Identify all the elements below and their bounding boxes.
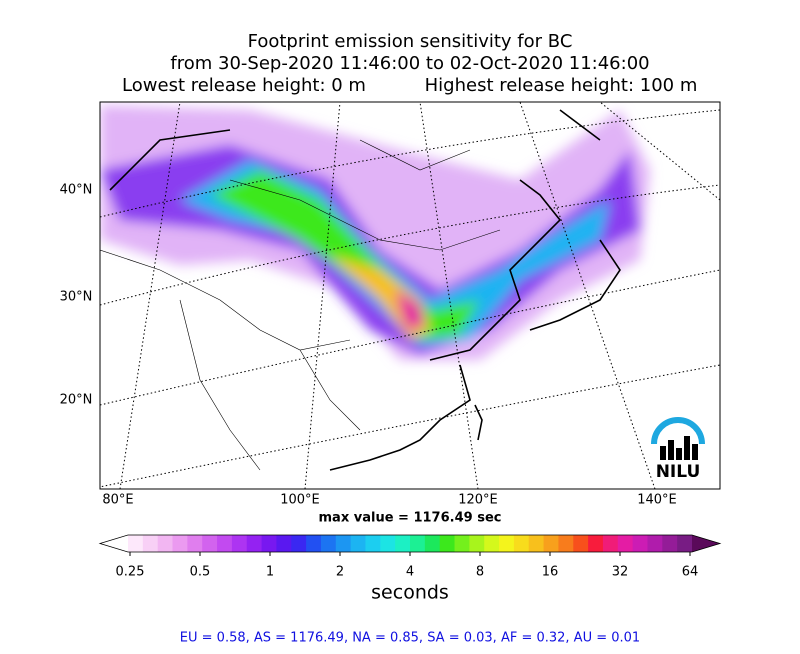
colorbar-segment [513,535,530,552]
colorbar-segment [439,535,456,552]
nilu-logo: NILU [651,417,705,482]
colorbar-segment [410,535,426,552]
colorbar-tick-label: 32 [612,565,629,580]
colorbar-segment [602,535,619,552]
lon-label: 120°E [458,493,498,508]
colorbar-segment [335,535,352,552]
colorbar-segment [142,535,159,552]
max-value: max value = 1176.49 sec [319,511,502,526]
colorbar-segment [677,535,693,552]
colorbar-tick-label: 64 [682,565,699,580]
lon-label: 80°E [102,493,133,508]
colorbar-segment [261,535,277,552]
colorbar-tick-label: 16 [542,565,559,580]
colorbar-tick-label: 0.25 [116,565,145,580]
colorbar-segment [662,535,678,552]
release-high: Highest release height: 100 m [425,75,698,96]
map-frame [99,101,721,490]
lon-label: 100°E [280,493,320,508]
colorbar-segment [573,535,589,552]
colorbar-segment [617,535,634,552]
colorbar-segment [172,535,188,552]
colorbar-segment [543,535,559,552]
colorbar-segment [187,535,203,552]
colorbar-segment [246,535,263,552]
colorbar-segment [647,535,663,552]
colorbar-tick-label: 2 [336,565,344,580]
colorbar-segment [202,535,218,552]
colorbar-segment [291,535,307,552]
colorbar-segment [128,535,144,552]
colorbar-segment [231,535,248,552]
colorbar-segment [217,535,233,552]
colorbar-segment [424,535,441,552]
colorbar-tick-label: 8 [476,565,484,580]
map: NILU [100,102,720,489]
colorbar-segment [528,535,545,552]
colorbar-segment [588,535,604,552]
colorbar-segment [632,535,648,552]
colorbar-segment [484,535,500,552]
colorbar-segment [157,535,174,552]
lat-label: 20°N [60,393,93,408]
logo-text: NILU [656,462,701,482]
subtitle: from 30-Sep-2020 11:46:00 to 02-Oct-2020… [170,53,649,74]
colorbar-over [692,535,720,552]
title: Footprint emission sensitivity for BC [248,31,573,52]
colorbar-segment [306,535,322,552]
lat-label: 30°N [60,290,93,305]
colorbar-tick-label: 4 [406,565,414,580]
colorbar-segment [469,535,485,552]
colorbar-tick-label: 1 [266,565,274,580]
lat-label: 40°N [60,183,93,198]
colorbar-segment [320,535,337,552]
colorbar-segment [350,535,366,552]
colorbar-segment [454,535,470,552]
colorbar-segment [365,535,381,552]
colorbar-segment [276,535,292,552]
colorbar-segment [380,535,396,552]
colorbar-segment [558,535,574,552]
colorbar-tick-label: 0.5 [190,565,211,580]
footer: EU = 0.58, AS = 1176.49, NA = 0.85, SA =… [180,631,640,646]
lon-label: 140°E [637,493,677,508]
colorbar-segment [499,535,515,552]
colorbar-label: seconds [371,582,449,604]
plume [100,105,650,360]
colorbar-segment [395,535,411,552]
release-low: Lowest release height: 0 m [122,75,366,96]
colorbar: 0.25 0.5 1 2 4 8 16 32 64 [98,534,722,580]
colorbar-outline [98,534,722,553]
colorbar-under [100,535,128,552]
